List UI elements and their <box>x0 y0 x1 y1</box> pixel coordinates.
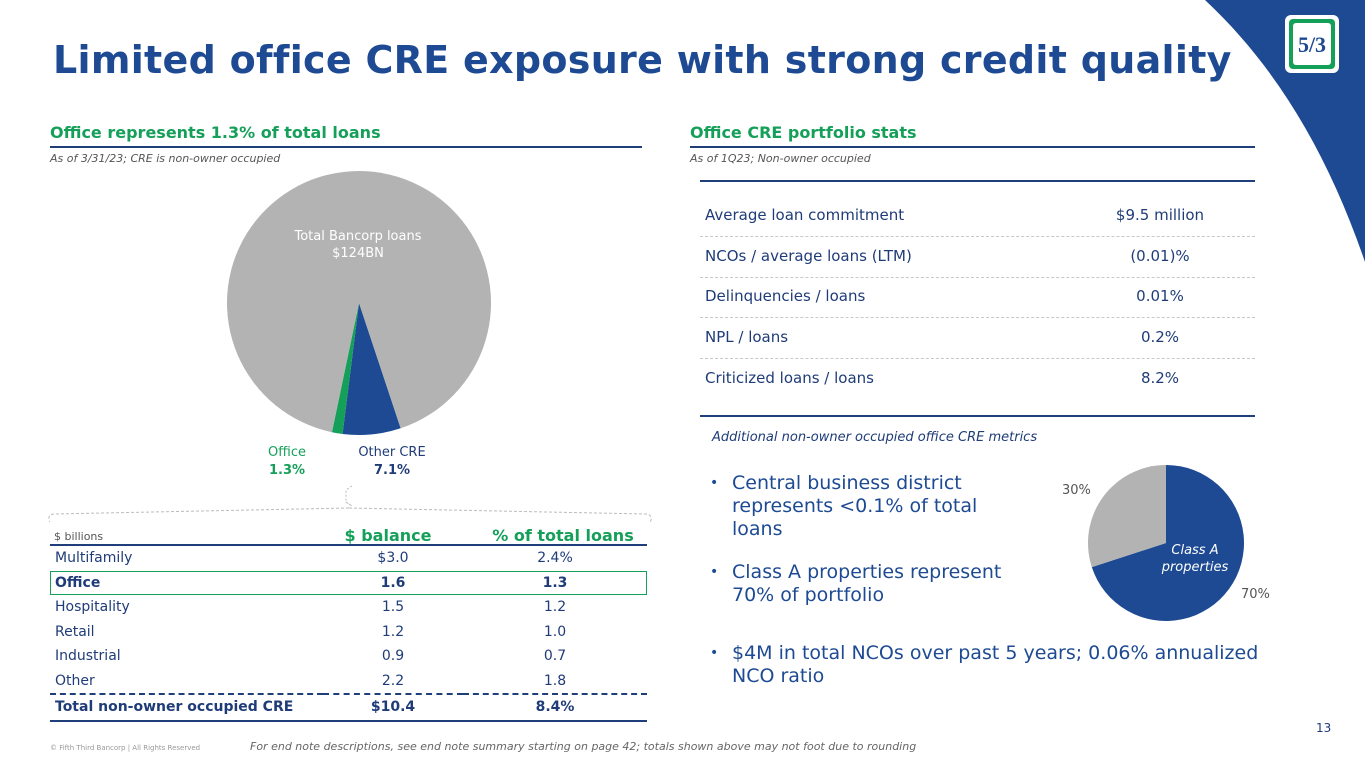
bullet-text: Central business district represents <0.… <box>732 472 978 540</box>
col-header-balance: $ balance <box>344 526 432 545</box>
bullet-item: • Central business district represents <… <box>710 472 992 541</box>
table-row: Hospitality 1.5 1.2 <box>50 595 647 620</box>
table-row: Industrial 0.9 0.7 <box>50 644 647 669</box>
total-name: Total non-owner occupied CRE <box>55 699 294 716</box>
stats-bottom-rule <box>700 415 1255 417</box>
left-heading: Office represents 1.3% of total loans <box>50 123 381 142</box>
stat-key: Delinquencies / loans <box>705 287 866 305</box>
bullet-item: • $4M in total NCOs over past 5 years; 0… <box>710 642 1272 688</box>
bullet-dot: • <box>710 645 719 661</box>
row-balance: 1.5 <box>381 599 405 616</box>
table-units: $ billions <box>54 530 104 543</box>
row-name: Multifamily <box>55 550 133 567</box>
row-name: Office <box>55 574 101 591</box>
logo-text: 5/3 <box>1298 32 1326 57</box>
page-title: Limited office CRE exposure with strong … <box>53 38 1232 82</box>
stats-row: Criticized loans / loans 8.2% <box>700 358 1255 399</box>
total-balance: $10.4 <box>370 699 416 716</box>
pie-center-label: Total Bancorp loans $124BN <box>270 228 446 262</box>
copyright: © Fifth Third Bancorp | All Rights Reser… <box>50 744 201 752</box>
small-pie-class-label: Class A properties <box>1150 542 1240 576</box>
class-a-pie-chart <box>1088 465 1244 621</box>
stat-value: $9.5 million <box>1115 206 1205 224</box>
stats-row: Average loan commitment $9.5 million <box>700 195 1255 237</box>
row-pct: 1.8 <box>543 672 567 689</box>
table-row: Retail 1.2 1.0 <box>50 620 647 645</box>
office-slice-value: 1.3% <box>268 463 306 478</box>
table-row: Other 2.2 1.8 <box>50 669 647 694</box>
pie-slice-other-cre <box>342 303 401 436</box>
pie-slice-office <box>331 303 359 434</box>
fifth-third-logo: 5/3 <box>1284 14 1340 74</box>
other-cre-slice-value: 7.1% <box>373 463 411 478</box>
stat-value: 0.2% <box>1140 328 1180 346</box>
bullet-text: Class A properties represent 70% of port… <box>732 561 1002 606</box>
row-balance: $3.0 <box>377 550 409 567</box>
left-note: As of 3/31/23; CRE is non-owner occupied <box>50 152 281 165</box>
stat-key: Average loan commitment <box>705 206 905 224</box>
bullet-text: $4M in total NCOs over past 5 years; 0.0… <box>732 642 1259 687</box>
total-loans-pie-chart <box>227 171 491 436</box>
stat-value: 0.01% <box>1136 287 1184 305</box>
total-pct: 8.4% <box>535 699 575 716</box>
table-total-row: Total non-owner occupied CRE $10.4 8.4% <box>50 694 647 721</box>
stat-key: Criticized loans / loans <box>705 369 874 387</box>
bullet-dot: • <box>710 564 719 580</box>
endnote: For end note descriptions, see end note … <box>250 740 917 753</box>
pie-center-label-line1: Total Bancorp loans <box>294 229 422 244</box>
page-number: 13 <box>1316 721 1332 735</box>
office-slice-name: Office <box>268 445 306 460</box>
table-row-office: Office 1.6 1.3 <box>50 570 647 595</box>
row-name: Industrial <box>55 648 121 665</box>
small-pie-class-label-line2: properties <box>1161 560 1229 575</box>
bullet-dot: • <box>710 475 719 491</box>
row-balance: 1.2 <box>381 623 405 640</box>
row-pct: 2.4% <box>537 550 573 567</box>
row-balance: 2.2 <box>381 672 405 689</box>
row-pct: 1.0 <box>543 623 567 640</box>
right-heading: Office CRE portfolio stats <box>690 123 917 142</box>
stats-row: NCOs / average loans (LTM) (0.01)% <box>700 236 1255 278</box>
small-pie-class-label-line1: Class A <box>1171 543 1219 558</box>
row-balance: 1.6 <box>380 574 406 591</box>
stat-value: 8.2% <box>1140 369 1180 387</box>
row-pct: 1.3 <box>542 574 568 591</box>
row-name: Hospitality <box>55 599 130 616</box>
pie-slice-total-bancorp <box>227 171 491 433</box>
other-cre-slice-label: Other CRE 7.1% <box>347 444 437 480</box>
row-balance: 0.9 <box>381 648 405 665</box>
stat-value: (0.01)% <box>1130 247 1190 265</box>
stat-key: NPL / loans <box>705 328 789 346</box>
stats-row: Delinquencies / loans 0.01% <box>700 276 1255 318</box>
row-name: Retail <box>55 623 95 640</box>
fifth-third-logo-icon: 5/3 <box>1285 15 1339 73</box>
additional-metrics-note: Additional non-owner occupied office CRE… <box>712 430 1038 445</box>
cre-breakdown-table: Multifamily $3.0 2.4% Office 1.6 1.3 Hos… <box>50 544 647 722</box>
right-note: As of 1Q23; Non-owner occupied <box>690 152 871 165</box>
table-row: Multifamily $3.0 2.4% <box>50 545 647 571</box>
row-name: Other <box>55 672 95 689</box>
small-pie-pct-other: 30% <box>1062 483 1091 498</box>
stats-row: NPL / loans 0.2% <box>700 317 1255 359</box>
row-pct: 0.7 <box>543 648 567 665</box>
bullet-item: • Class A properties represent 70% of po… <box>710 561 1022 607</box>
pie-slice-other-class <box>1088 465 1166 568</box>
breakdown-bracket <box>48 485 652 523</box>
col-header-pct: % of total loans <box>492 526 634 545</box>
small-pie-pct-a: 70% <box>1241 587 1270 602</box>
pie-slice-class-a <box>1091 465 1244 621</box>
other-cre-slice-name: Other CRE <box>358 445 426 460</box>
right-heading-rule <box>690 146 1255 148</box>
office-slice-label: Office 1.3% <box>250 444 324 480</box>
left-heading-rule <box>50 146 642 148</box>
stats-top-rule <box>700 180 1255 182</box>
stat-key: NCOs / average loans (LTM) <box>705 247 912 265</box>
pie-center-label-line2: $124BN <box>332 246 384 261</box>
row-pct: 1.2 <box>543 599 567 616</box>
